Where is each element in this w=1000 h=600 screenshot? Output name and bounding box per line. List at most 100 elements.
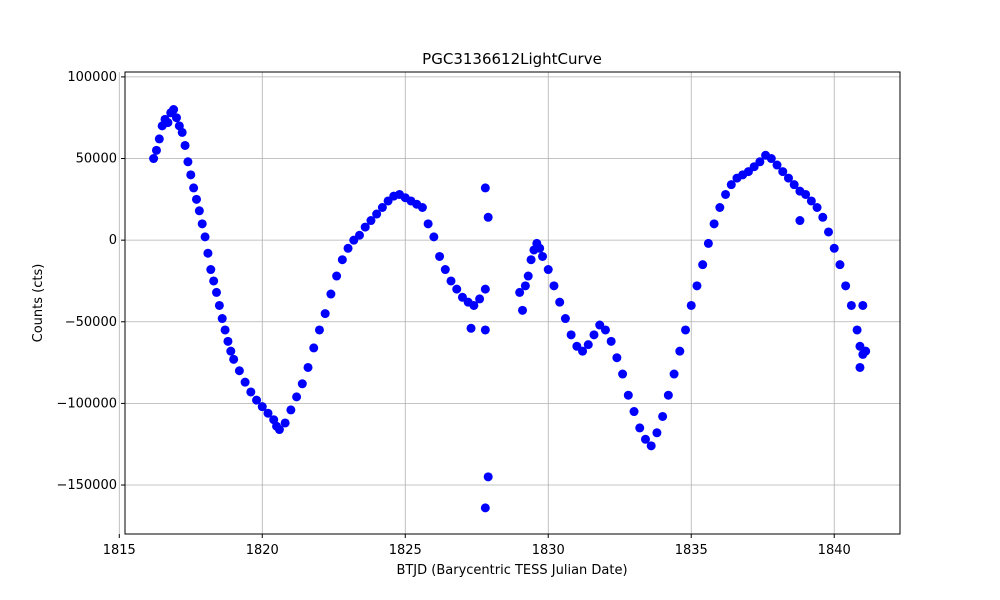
data-point: [332, 271, 342, 281]
data-point: [223, 336, 233, 346]
data-point: [154, 134, 164, 144]
y-tick-label: −50000: [65, 315, 117, 330]
data-point: [663, 390, 673, 400]
data-point: [480, 284, 490, 294]
data-point: [469, 300, 479, 310]
x-axis-ticks: 1815 1820 1825 1830 1835 1840: [103, 534, 851, 558]
x-tick-label: 1835: [675, 543, 708, 558]
data-point: [669, 369, 679, 379]
data-point: [320, 309, 330, 319]
data-point: [526, 255, 536, 265]
x-tick-label: 1815: [103, 543, 136, 558]
data-point: [297, 379, 307, 389]
data-point: [640, 434, 650, 444]
data-point: [812, 203, 822, 212]
data-point: [163, 118, 173, 128]
data-point: [772, 160, 782, 170]
data-point: [635, 423, 645, 433]
data-point: [309, 343, 319, 353]
data-point: [755, 157, 765, 167]
data-point: [549, 281, 559, 291]
data-points: [149, 105, 871, 513]
data-point: [841, 281, 851, 291]
data-point: [286, 405, 296, 415]
data-point: [189, 183, 199, 193]
data-point: [523, 271, 533, 281]
data-point: [709, 219, 719, 229]
data-point: [538, 251, 548, 261]
data-point: [675, 346, 685, 356]
data-point: [177, 127, 187, 137]
y-axis-ticks: −150000 −100000 −50000 0 50000 100000: [56, 70, 125, 493]
data-point: [355, 230, 364, 240]
data-point: [186, 170, 196, 180]
data-point: [366, 216, 376, 226]
data-point: [263, 408, 273, 418]
data-point: [229, 354, 239, 364]
data-point: [618, 369, 628, 379]
data-point: [518, 305, 528, 315]
data-point: [861, 346, 871, 356]
data-point: [466, 323, 476, 333]
x-tick-label: 1830: [532, 543, 565, 558]
data-point: [214, 300, 224, 310]
data-point: [423, 219, 433, 229]
data-point: [589, 330, 599, 340]
data-point: [855, 362, 865, 372]
data-point: [555, 297, 565, 307]
data-point: [824, 227, 834, 237]
data-point: [835, 260, 845, 270]
data-point: [543, 265, 553, 275]
data-point: [483, 472, 493, 482]
data-point: [778, 167, 788, 177]
data-point: [829, 243, 839, 253]
data-point: [698, 260, 708, 270]
data-point: [314, 325, 324, 335]
chart-title: PGC3136612LightCurve: [422, 50, 602, 68]
data-point: [206, 265, 216, 275]
data-point: [801, 189, 811, 199]
x-tick-label: 1840: [818, 543, 851, 558]
data-point: [151, 145, 161, 155]
data-point: [560, 314, 570, 324]
y-tick-label: 50000: [76, 152, 117, 167]
data-point: [858, 300, 868, 310]
data-point: [372, 209, 382, 219]
data-point: [360, 222, 370, 232]
data-point: [171, 113, 181, 123]
data-point: [429, 232, 439, 242]
data-point: [535, 243, 545, 253]
data-point: [515, 287, 525, 297]
data-point: [766, 154, 776, 164]
data-point: [169, 105, 179, 115]
x-axis-label: BTJD (Barycentric TESS Julian Date): [396, 563, 627, 578]
data-point: [606, 336, 616, 346]
data-point: [806, 196, 816, 206]
data-point: [629, 407, 639, 417]
data-point: [480, 183, 490, 193]
data-point: [703, 238, 713, 248]
data-point: [343, 243, 353, 253]
data-point: [846, 300, 856, 310]
data-point: [789, 180, 799, 190]
y-tick-label: 100000: [67, 70, 117, 85]
data-point: [220, 325, 230, 335]
x-tick-label: 1825: [389, 543, 422, 558]
data-point: [197, 219, 207, 229]
data-point: [783, 173, 793, 183]
data-point: [452, 284, 462, 294]
data-point: [795, 216, 805, 226]
data-point: [417, 203, 427, 212]
x-tick-label: 1820: [246, 543, 279, 558]
data-point: [337, 255, 347, 265]
data-point: [612, 353, 622, 363]
data-point: [194, 206, 204, 216]
data-point: [180, 140, 190, 150]
data-point: [600, 325, 610, 335]
data-point: [692, 281, 702, 291]
data-point: [234, 366, 244, 376]
data-point: [658, 411, 668, 421]
data-point: [280, 418, 290, 428]
data-point: [446, 276, 456, 286]
